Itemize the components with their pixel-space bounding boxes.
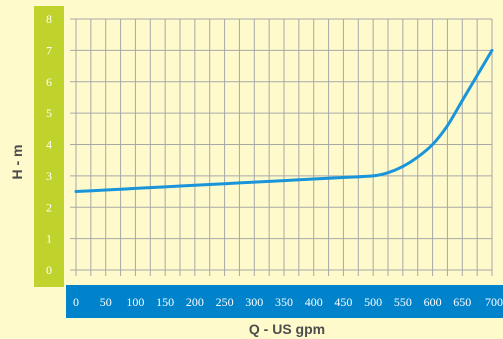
x-tick-label: 500 [364, 295, 382, 309]
x-tick-label: 150 [156, 295, 174, 309]
x-tick-label: 250 [216, 295, 234, 309]
x-tick-label: 550 [394, 295, 412, 309]
x-tick-label: 600 [424, 295, 442, 309]
y-tick-label: 7 [46, 43, 52, 57]
x-axis-title: Q - US gpm [249, 321, 325, 337]
y-tick-labels: 0 1 2 3 4 5 6 7 8 [46, 12, 52, 277]
x-tick-label: 350 [275, 295, 293, 309]
x-axis-band [66, 285, 503, 318]
x-tick-label: 650 [453, 295, 471, 309]
grid [70, 18, 493, 276]
y-tick-label: 4 [46, 138, 52, 152]
x-tick-label: 200 [186, 295, 204, 309]
series-line [74, 48, 494, 194]
x-tick-label: 700 [485, 295, 503, 309]
x-tick-labels: 0 50 100 150 200 250 300 350 400 450 500 550 600 650 7… [73, 295, 503, 309]
y-tick-label: 0 [46, 263, 52, 277]
x-tick-label: 450 [334, 295, 352, 309]
x-tick-label: 0 [73, 295, 79, 309]
y-tick-label: 3 [46, 169, 52, 183]
y-tick-label: 6 [46, 75, 52, 89]
y-tick-label: 2 [46, 200, 52, 214]
y-axis-band [34, 6, 64, 287]
y-tick-label: 5 [46, 106, 52, 120]
series [74, 48, 494, 194]
x-tick-label: 300 [245, 295, 263, 309]
x-tick-label: 50 [100, 295, 112, 309]
y-tick-label: 1 [46, 232, 52, 246]
y-tick-label: 8 [46, 12, 52, 26]
x-tick-label: 400 [305, 295, 323, 309]
x-tick-label: 100 [126, 295, 144, 309]
y-axis-title: H - m [9, 145, 25, 180]
